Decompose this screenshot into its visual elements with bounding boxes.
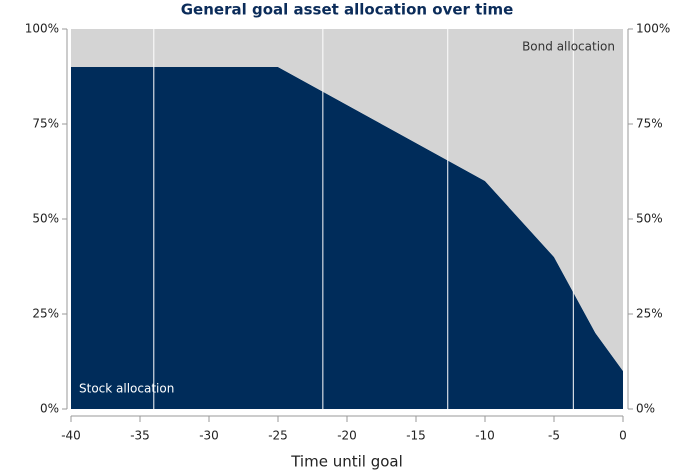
x-tick-label: -25 <box>268 429 288 443</box>
series-label: Bond allocation <box>522 40 615 54</box>
y2-tick-label: 75% <box>636 117 663 131</box>
y2-tick-label: 100% <box>636 22 670 36</box>
area <box>71 29 623 371</box>
y2-tick-label: 25% <box>636 307 663 321</box>
x-tick-label: -40 <box>61 429 81 443</box>
y-tick-label: 75% <box>32 117 59 131</box>
y-tick-label: 0% <box>40 402 59 416</box>
y-tick-label: 100% <box>25 22 59 36</box>
y-tick-label: 25% <box>32 307 59 321</box>
chart-title: General goal asset allocation over time <box>181 1 514 19</box>
x-tick-label: -20 <box>337 429 357 443</box>
y-tick-label: 50% <box>32 212 59 226</box>
y2-tick-label: 0% <box>636 402 655 416</box>
x-tick-label: -35 <box>130 429 150 443</box>
x-tick-label: 0 <box>619 429 627 443</box>
x-tick-label: -5 <box>548 429 560 443</box>
x-tick-label: -30 <box>199 429 219 443</box>
x-tick-label: -15 <box>406 429 426 443</box>
series-label: Stock allocation <box>79 382 174 396</box>
area <box>71 67 623 409</box>
x-tick-label: -10 <box>475 429 495 443</box>
x-axis-label: Time until goal <box>290 453 403 471</box>
y2-tick-label: 50% <box>636 212 663 226</box>
